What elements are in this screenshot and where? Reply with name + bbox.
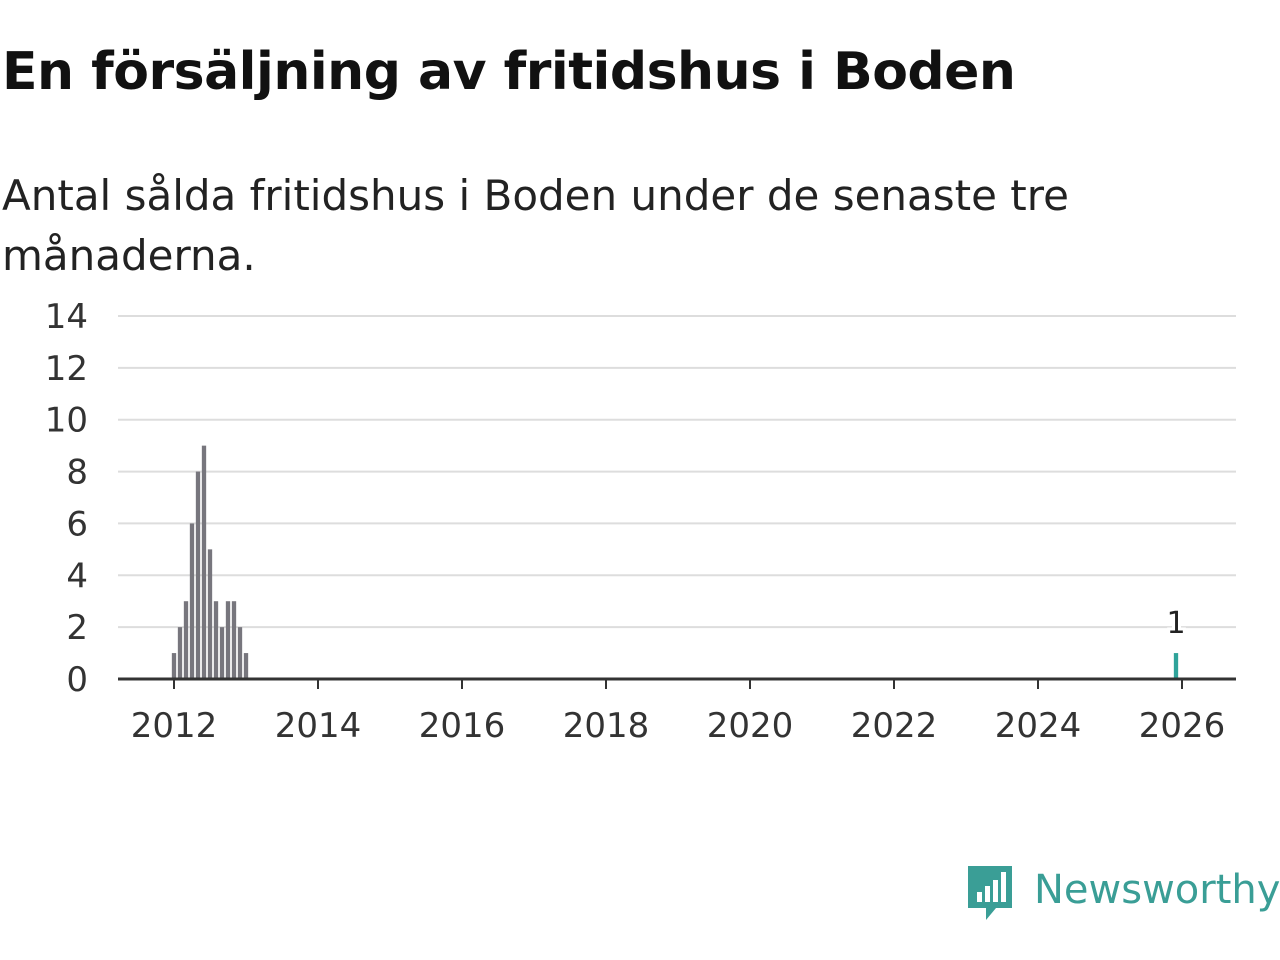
y-tick-label: 2 (66, 608, 88, 648)
bar (177, 627, 183, 679)
x-tick-label: 2022 (851, 706, 938, 746)
highlight-value-label: 1 (1166, 606, 1185, 641)
y-tick-label: 8 (66, 453, 88, 493)
chart-subtitle: Antal sålda fritidshus i Boden under de … (2, 171, 1069, 280)
x-tick-label: 2026 (1139, 706, 1226, 746)
y-tick-label: 4 (66, 556, 88, 596)
bar-chart: 0 2 4 6 8 10 12 14 2012 2014 2016 2018 2020 2022 2024… (45, 297, 1236, 746)
brand-logo: Newsworthy (964, 862, 1280, 928)
bars (171, 445, 1179, 679)
bar (189, 523, 195, 679)
y-tick-label: 0 (66, 660, 88, 700)
bar (207, 549, 213, 679)
highlight-bar (1173, 653, 1179, 679)
bar (201, 445, 207, 679)
x-tick-label: 2014 (275, 706, 362, 746)
bar (219, 627, 225, 679)
x-tick-label: 2024 (995, 706, 1082, 746)
bar (231, 601, 237, 679)
bar (225, 601, 231, 679)
y-tick-label: 10 (45, 401, 88, 441)
x-tick-label: 2020 (707, 706, 794, 746)
y-tick-label: 6 (66, 504, 88, 544)
bar (237, 627, 243, 679)
x-tick-label: 2016 (419, 706, 506, 746)
newsworthy-logo-icon (968, 866, 1012, 920)
x-axis-ticks: 2012 2014 2016 2018 2020 2022 2024 2026 (131, 679, 1226, 746)
grid-lines (118, 315, 1236, 629)
x-tick-label: 2018 (563, 706, 650, 746)
bar (195, 471, 201, 679)
y-axis-ticks: 0 2 4 6 8 10 12 14 (45, 297, 88, 700)
y-tick-label: 12 (45, 349, 88, 389)
bar (213, 601, 219, 679)
x-tick-label: 2012 (131, 706, 218, 746)
bar (243, 653, 249, 679)
bar (183, 601, 189, 679)
data-labels: 1 (1163, 603, 1188, 644)
y-tick-label: 14 (45, 297, 88, 337)
bar (171, 653, 177, 679)
brand-name: Newsworthy (1034, 867, 1280, 913)
chart-title: En försäljning av fritidshus i Boden (2, 42, 1016, 102)
